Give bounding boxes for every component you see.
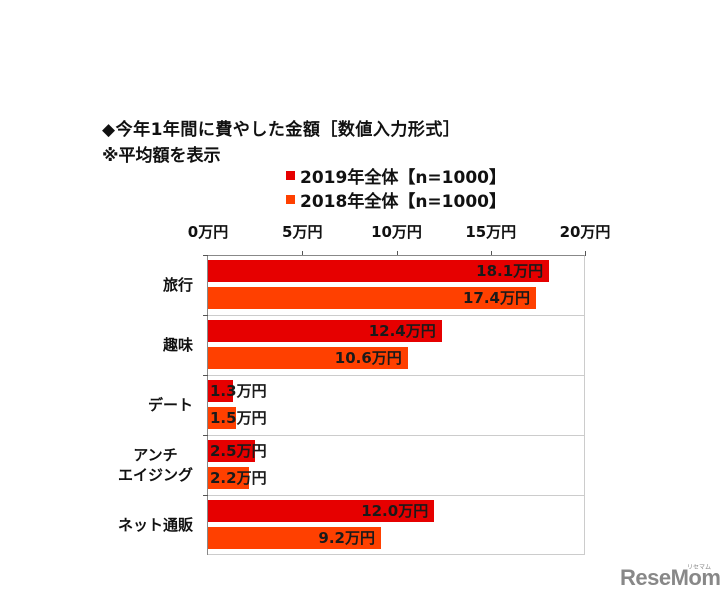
- bar-value-label: 12.4万円: [368, 322, 436, 340]
- x-tick: [396, 251, 398, 256]
- x-tick: [490, 251, 492, 256]
- legend-swatch-2019: [286, 170, 295, 180]
- x-tick-label: 10万円: [371, 223, 422, 241]
- bar-2019: [208, 440, 256, 462]
- category-divider: [208, 495, 585, 496]
- category-divider: [208, 375, 585, 376]
- x-tick: [585, 251, 586, 256]
- y-tick: [203, 495, 208, 496]
- bar-2018: [208, 287, 536, 309]
- legend-label-2018: 2018年全体【n=1000】: [300, 191, 506, 212]
- chart-title: ◆今年1年間に費やした金額［数値入力形式］: [102, 120, 461, 140]
- bar-value-label: 2.5万円: [210, 442, 267, 460]
- x-tick-label: 0万円: [187, 223, 229, 241]
- x-tick-label: 15万円: [465, 223, 517, 241]
- category-label: アンチ エイジング: [117, 446, 193, 484]
- y-tick: [203, 435, 208, 436]
- legend-label-2019: 2019年全体【n=1000】: [300, 167, 506, 188]
- bar-value-label: 18.1万円: [476, 262, 544, 280]
- bar-2018: [208, 467, 250, 489]
- y-tick: [203, 255, 208, 256]
- x-tick-label: 20万円: [559, 223, 611, 241]
- y-tick: [203, 375, 208, 376]
- y-tick: [203, 315, 208, 316]
- bar-2018: [208, 347, 408, 369]
- category-label: ネット通販: [117, 516, 193, 534]
- bar-2019: [208, 500, 435, 522]
- chart-subtitle: ※平均額を表示: [102, 146, 221, 166]
- bar-2019: [208, 260, 550, 282]
- bar-value-label: 1.3万円: [210, 382, 267, 400]
- legend-swatch-2018: [286, 194, 295, 204]
- x-tick-label: 5万円: [282, 223, 323, 241]
- bar-2018: [208, 527, 382, 549]
- bar-2019: [208, 380, 233, 402]
- legend-item-2019: 2019年全体【n=1000】: [286, 163, 506, 188]
- resemom-logo-sub: リセマム: [687, 564, 712, 571]
- bar-value-label: 2.2万円: [210, 469, 267, 487]
- x-tick: [302, 251, 304, 256]
- bar-value-label: 17.4万円: [462, 289, 530, 307]
- category-label: デート: [147, 396, 193, 414]
- plot-area: [208, 255, 585, 555]
- category-label: 趣味: [162, 336, 193, 354]
- bar-2018: [208, 407, 237, 429]
- y-axis-line: [207, 255, 208, 555]
- bar-2019: [208, 320, 442, 342]
- bar-value-label: 10.6万円: [334, 349, 402, 367]
- bar-value-label: 12.0万円: [361, 502, 429, 520]
- bar-value-label: 1.5万円: [210, 409, 267, 427]
- resemom-logo: ReseMom: [620, 565, 721, 590]
- bar-value-label: 9.2万円: [318, 529, 375, 547]
- category-divider: [208, 435, 585, 436]
- category-divider: [208, 315, 585, 316]
- legend-item-2018: 2018年全体【n=1000】: [286, 187, 506, 212]
- category-label: 旅行: [162, 276, 193, 294]
- legend: 2019年全体【n=1000】 2018年全体【n=1000】: [286, 163, 506, 212]
